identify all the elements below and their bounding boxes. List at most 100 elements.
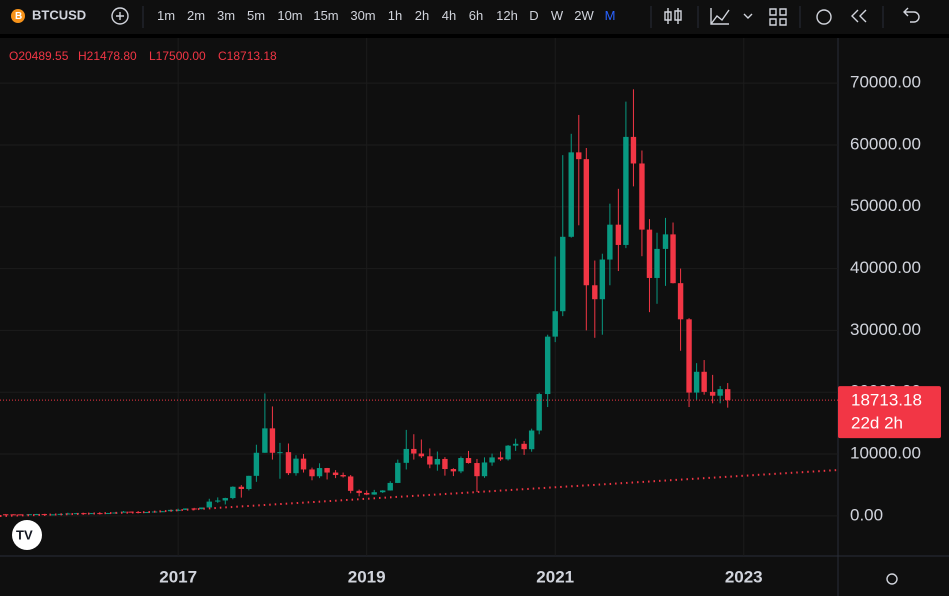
interval-button[interactable]: 1h [388, 8, 402, 23]
undo[interactable] [903, 7, 920, 23]
candle-body [262, 428, 268, 453]
candle-body [332, 472, 339, 476]
interval-button[interactable]: 6h [469, 8, 483, 23]
candle-body [458, 458, 464, 472]
y-tick-label: 0.00 [850, 505, 883, 524]
interval-button[interactable]: W [551, 8, 564, 23]
candle-body [26, 514, 32, 516]
candle-body [717, 389, 723, 396]
candle-body [120, 511, 127, 513]
interval-button[interactable]: 3m [217, 8, 235, 23]
candle-body [607, 224, 613, 260]
candle-body [725, 389, 731, 401]
candle-body [646, 229, 653, 278]
interval-button[interactable]: 2h [415, 8, 429, 23]
ohlc-value: C18713.18 [218, 49, 277, 63]
candle-body [246, 475, 252, 489]
candle-body [427, 456, 433, 465]
settings[interactable] [886, 573, 898, 585]
interval-button[interactable]: M [605, 8, 616, 23]
candle-body [709, 391, 716, 396]
candle-body [50, 514, 56, 516]
y-tick-label: 70000.00 [850, 73, 921, 92]
candle-body [277, 452, 283, 454]
candle-body [387, 482, 393, 491]
candle-body [238, 486, 245, 489]
candle-body [356, 490, 362, 493]
candle-body [222, 498, 228, 501]
last-price-label-bg [838, 386, 941, 439]
candle-body [300, 458, 307, 470]
indicators[interactable] [710, 8, 730, 25]
y-tick-label: 40000.00 [850, 258, 921, 277]
chart-pane [0, 38, 949, 596]
candle-body [450, 469, 457, 472]
interval-button[interactable]: 12h [496, 8, 518, 23]
candle-body [599, 259, 606, 300]
candle-body [560, 236, 566, 312]
interval-button[interactable]: 5m [247, 8, 265, 23]
layouts[interactable] [769, 8, 787, 26]
candle-body [347, 476, 354, 491]
candle-body [112, 512, 118, 514]
candle-body [269, 428, 276, 453]
x-tick-label: 2019 [348, 567, 386, 586]
candle-body [662, 234, 669, 249]
candle-body [253, 452, 260, 476]
candle-body [182, 508, 189, 510]
candle-body [639, 163, 645, 230]
candle-body [104, 513, 111, 515]
tv-logo[interactable] [12, 520, 42, 550]
candle-body [159, 511, 165, 513]
ohlc-value: L17500.00 [149, 49, 206, 63]
interval-button[interactable]: 10m [277, 8, 302, 23]
interval-button[interactable]: 15m [313, 8, 338, 23]
candle-body [512, 443, 519, 446]
candle-body [191, 508, 197, 510]
candle-body [677, 283, 684, 320]
symbol[interactable]: BTCUSD [32, 7, 86, 22]
candle-body [615, 224, 622, 245]
toolbar [0, 0, 949, 34]
candle-body [88, 513, 95, 515]
candle-body [693, 371, 700, 393]
candle-body [380, 490, 386, 493]
interval-button[interactable]: D [529, 8, 538, 23]
candle-body [340, 475, 346, 477]
indicators-menu[interactable] [743, 13, 753, 19]
candle-body [199, 507, 205, 510]
candle-body [65, 513, 71, 515]
candle-body [434, 458, 441, 465]
tv-logo-glyph: TV [16, 527, 33, 542]
candle-body [57, 513, 64, 515]
candle-body [34, 514, 40, 516]
interval-button[interactable]: 2W [574, 8, 594, 23]
y-tick-label: 30000.00 [850, 320, 921, 339]
interval-button[interactable]: 1m [157, 8, 175, 23]
candle-body [2, 514, 9, 516]
countdown-label: 22d 2h [851, 414, 903, 433]
interval-button[interactable]: 4h [442, 8, 456, 23]
candle-body [544, 336, 551, 395]
candle-body [592, 285, 598, 300]
add-symbol[interactable] [111, 7, 129, 25]
chart-type[interactable] [664, 8, 682, 24]
candle-body [371, 492, 377, 495]
x-tick-label: 2023 [725, 567, 763, 586]
candle-body [309, 469, 315, 477]
replay[interactable] [851, 9, 867, 23]
interval-button[interactable]: 30m [350, 8, 375, 23]
candle-body [568, 152, 574, 237]
interval-button[interactable]: 2m [187, 8, 205, 23]
alert[interactable] [816, 9, 832, 25]
candle-body [285, 452, 292, 474]
candle-body [18, 514, 24, 516]
y-tick-label: 10000.00 [850, 443, 921, 462]
candle-body [144, 512, 150, 514]
candle-body [206, 501, 212, 508]
candle-body [654, 248, 660, 278]
add-symbol-plus [116, 12, 124, 20]
candle-body [521, 443, 527, 450]
candle-body [10, 514, 16, 516]
